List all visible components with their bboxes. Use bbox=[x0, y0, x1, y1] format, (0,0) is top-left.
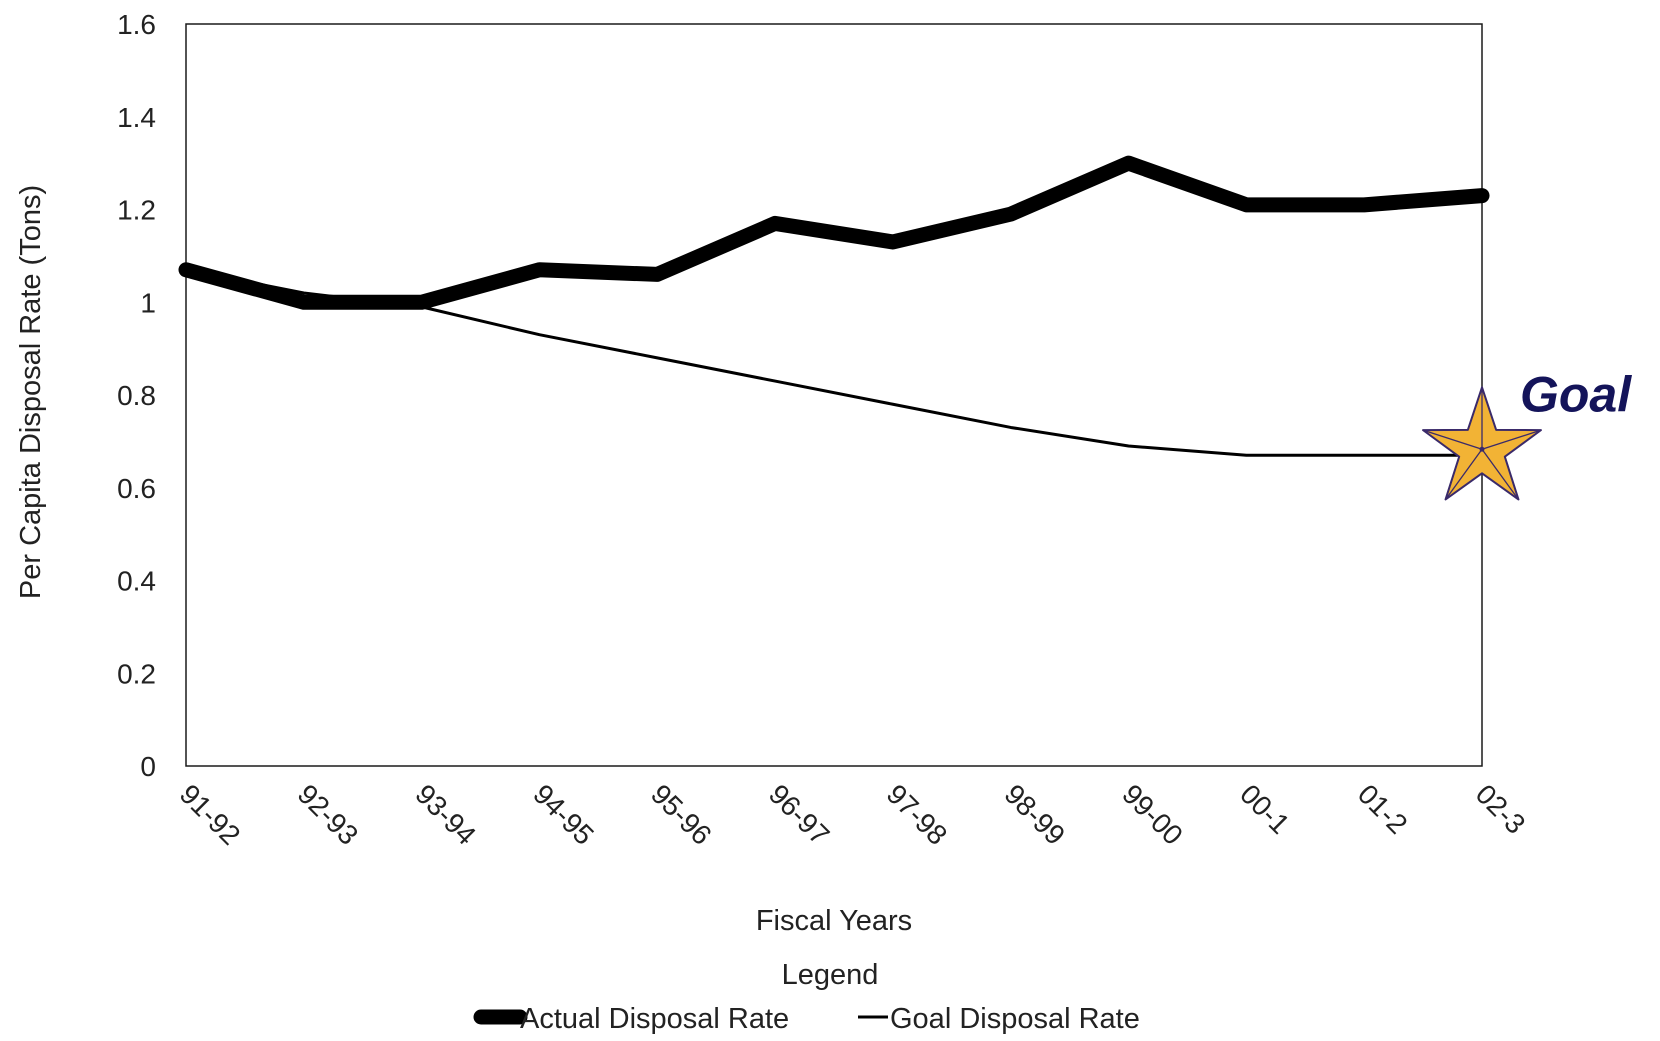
x-tick-label: 96-97 bbox=[763, 778, 836, 851]
series-line-goal bbox=[184, 268, 1484, 457]
x-tick-label: 93-94 bbox=[409, 778, 482, 851]
series-line-actual bbox=[178, 155, 1490, 310]
x-tick-label: 00-1 bbox=[1234, 778, 1296, 840]
data-point-goal bbox=[1009, 426, 1012, 429]
x-tick-label: 99-00 bbox=[1116, 778, 1189, 851]
x-tick-label: 02-3 bbox=[1470, 778, 1532, 840]
x-axis-title: Fiscal Years bbox=[756, 905, 912, 937]
data-point-goal bbox=[538, 333, 541, 336]
data-point-actual bbox=[1362, 202, 1367, 207]
plot-frame bbox=[185, 23, 1483, 767]
star-ridge bbox=[1481, 429, 1542, 450]
goal-annotation-label: Goal bbox=[1520, 366, 1632, 422]
data-point-goal bbox=[302, 291, 305, 294]
y-tick-label: 1.2 bbox=[117, 195, 156, 226]
x-tick-label: 97-98 bbox=[881, 778, 954, 851]
x-tick-label: 95-96 bbox=[645, 778, 718, 851]
legend-title: Legend bbox=[782, 959, 879, 991]
data-point-goal bbox=[1363, 454, 1366, 457]
y-tick-label: 1 bbox=[140, 287, 156, 318]
data-point-actual bbox=[419, 300, 424, 305]
data-point-goal bbox=[774, 380, 777, 383]
data-point-goal bbox=[420, 305, 423, 308]
x-tick-label: 98-99 bbox=[998, 778, 1071, 851]
data-point-actual bbox=[1480, 193, 1484, 198]
x-tick-label: 01-2 bbox=[1352, 778, 1414, 840]
y-axis-title: Per Capita Disposal Rate (Tons) bbox=[15, 185, 47, 599]
star-ridge bbox=[1445, 448, 1483, 500]
legend: Actual Disposal Rate Goal Disposal Rate bbox=[473, 1003, 1140, 1035]
x-tick-label: 92-93 bbox=[292, 778, 365, 851]
data-point-goal bbox=[656, 356, 659, 359]
y-tick-label: 0.2 bbox=[117, 658, 156, 689]
star-ridge bbox=[1422, 429, 1483, 450]
data-point-actual bbox=[890, 239, 895, 244]
data-point-goal bbox=[1127, 445, 1130, 448]
data-point-actual bbox=[1008, 212, 1013, 217]
star-ridge bbox=[1481, 448, 1519, 500]
y-tick-label: 0.6 bbox=[117, 473, 156, 504]
y-tick-label: 0.8 bbox=[117, 380, 156, 411]
legend-label-goal: Goal Disposal Rate bbox=[890, 1003, 1140, 1035]
data-point-actual bbox=[1126, 161, 1131, 166]
star-center bbox=[1479, 446, 1485, 452]
data-point-actual bbox=[537, 267, 542, 272]
data-point-actual bbox=[1244, 202, 1249, 207]
data-point-goal bbox=[891, 403, 894, 406]
y-axis-tick-labels: 0 0.2 0.4 0.6 0.8 1 1.2 1.4 1.6 bbox=[117, 9, 156, 782]
x-tick-label: 94-95 bbox=[527, 778, 600, 851]
y-tick-label: 0 bbox=[140, 751, 156, 782]
data-point-actual bbox=[301, 300, 306, 305]
legend-label-actual: Actual Disposal Rate bbox=[520, 1003, 789, 1035]
data-point-actual bbox=[655, 272, 660, 277]
data-point-goal bbox=[185, 268, 187, 271]
plot-area bbox=[185, 23, 1483, 767]
annotation-layer: Goal bbox=[1422, 366, 1632, 501]
data-point-goal bbox=[1245, 454, 1248, 457]
x-tick-label: 91-92 bbox=[174, 778, 247, 851]
y-tick-label: 0.4 bbox=[117, 566, 156, 597]
y-tick-label: 1.4 bbox=[117, 102, 156, 133]
data-point-actual bbox=[773, 221, 778, 226]
series-layer bbox=[178, 155, 1490, 457]
y-tick-label: 1.6 bbox=[117, 9, 156, 40]
x-axis-tick-labels: 91-92 92-93 93-94 94-95 95-96 96-97 97-98 98-99… bbox=[174, 778, 1532, 851]
